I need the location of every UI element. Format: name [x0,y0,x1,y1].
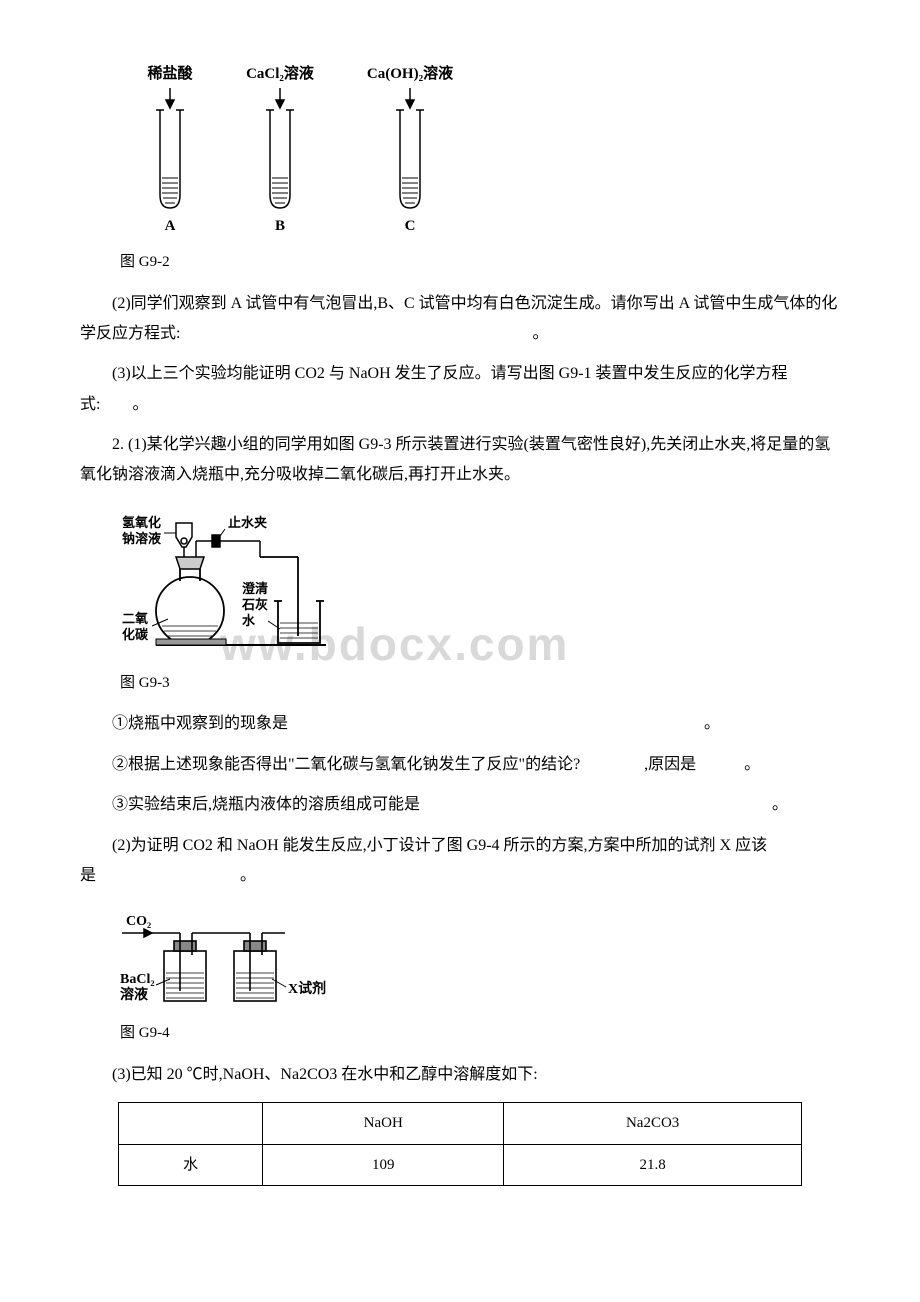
label-b: CaCl₂溶液 [246,64,315,82]
label-x: X试剂 [288,980,326,997]
paragraph-q2-2: (2)为证明 CO2 和 NaOH 能发生反应,小丁设计了图 G9-4 所示的方… [80,831,840,892]
label-clamp: 止水夹 [228,515,267,530]
label-naoh-1: 氢氧化 [122,515,161,530]
paragraph-q2-1: 2. (1)某化学兴趣小组的同学用如图 G9-3 所示装置进行实验(装置气密性良… [80,430,840,491]
fig-g9-3-svg: 氢氧化 钠溶液 止水夹 二氧 化碳 澄清 石灰 水 [120,511,340,661]
caption-g9-3: 图 G9-3 [120,669,840,698]
tube-label-b: B [275,218,285,234]
figure-g9-3: 氢氧化 钠溶液 止水夹 二氧 化碳 澄清 石灰 水 [120,511,840,661]
caption-g9-4: 图 G9-4 [120,1019,840,1048]
label-co2-2: 化碳 [122,627,149,642]
table-cell-na2co3-water: 21.8 [504,1144,802,1186]
label-lime-2: 石灰 [241,597,268,612]
table-cell-naoh-water: 109 [263,1144,504,1186]
label-co2-in: CO₂ [126,914,151,929]
label-lime-1: 澄清 [242,581,268,596]
table-header-naoh: NaOH [263,1103,504,1145]
tube-label-c: C [405,218,416,234]
table-cell-water: 水 [119,1144,263,1186]
table-row: 水 109 21.8 [119,1144,802,1186]
paragraph-q2-1-1: ①烧瓶中观察到的现象是 。 [80,709,840,739]
table-header-row: NaOH Na2CO3 [119,1103,802,1145]
paragraph-q2-1-3: ③实验结束后,烧瓶内液体的溶质组成可能是 。 [80,790,840,820]
label-a: 稀盐酸 [147,64,193,82]
table-header-na2co3: Na2CO3 [504,1103,802,1145]
paragraph-3: (3)以上三个实验均能证明 CO2 与 NaOH 发生了反应。请写出图 G9-1… [80,359,840,420]
paragraph-2: (2)同学们观察到 A 试管中有气泡冒出,B、C 试管中均有白色沉淀生成。请你写… [80,289,840,350]
label-naoh-2: 钠溶液 [122,531,161,546]
fig-g9-2-svg: 稀盐酸 CaCl₂溶液 Ca(OH)₂溶液 [120,60,480,240]
figure-g9-4: CO₂ BaCl₂ 溶液 X试剂 [120,911,840,1011]
paragraph-q2-1-2: ②根据上述现象能否得出"二氧化碳与氢氧化钠发生了反应"的结论? ,原因是 。 [80,750,840,780]
table-header-empty [119,1103,263,1145]
tube-label-a: A [165,218,176,234]
label-lime-3: 水 [242,613,256,628]
figure-g9-2: 稀盐酸 CaCl₂溶液 Ca(OH)₂溶液 [120,60,840,240]
solubility-table: NaOH Na2CO3 水 109 21.8 [118,1102,802,1186]
fig-g9-4-svg: CO₂ BaCl₂ 溶液 X试剂 [120,911,340,1011]
label-c: Ca(OH)₂溶液 [367,64,454,82]
paragraph-q2-3: (3)已知 20 ℃时,NaOH、Na2CO3 在水中和乙醇中溶解度如下: [80,1060,840,1090]
caption-g9-2: 图 G9-2 [120,248,840,277]
label-bacl2-2: 溶液 [120,986,149,1003]
label-co2-1: 二氧 [122,611,148,626]
label-bacl2-1: BaCl₂ [120,972,155,987]
